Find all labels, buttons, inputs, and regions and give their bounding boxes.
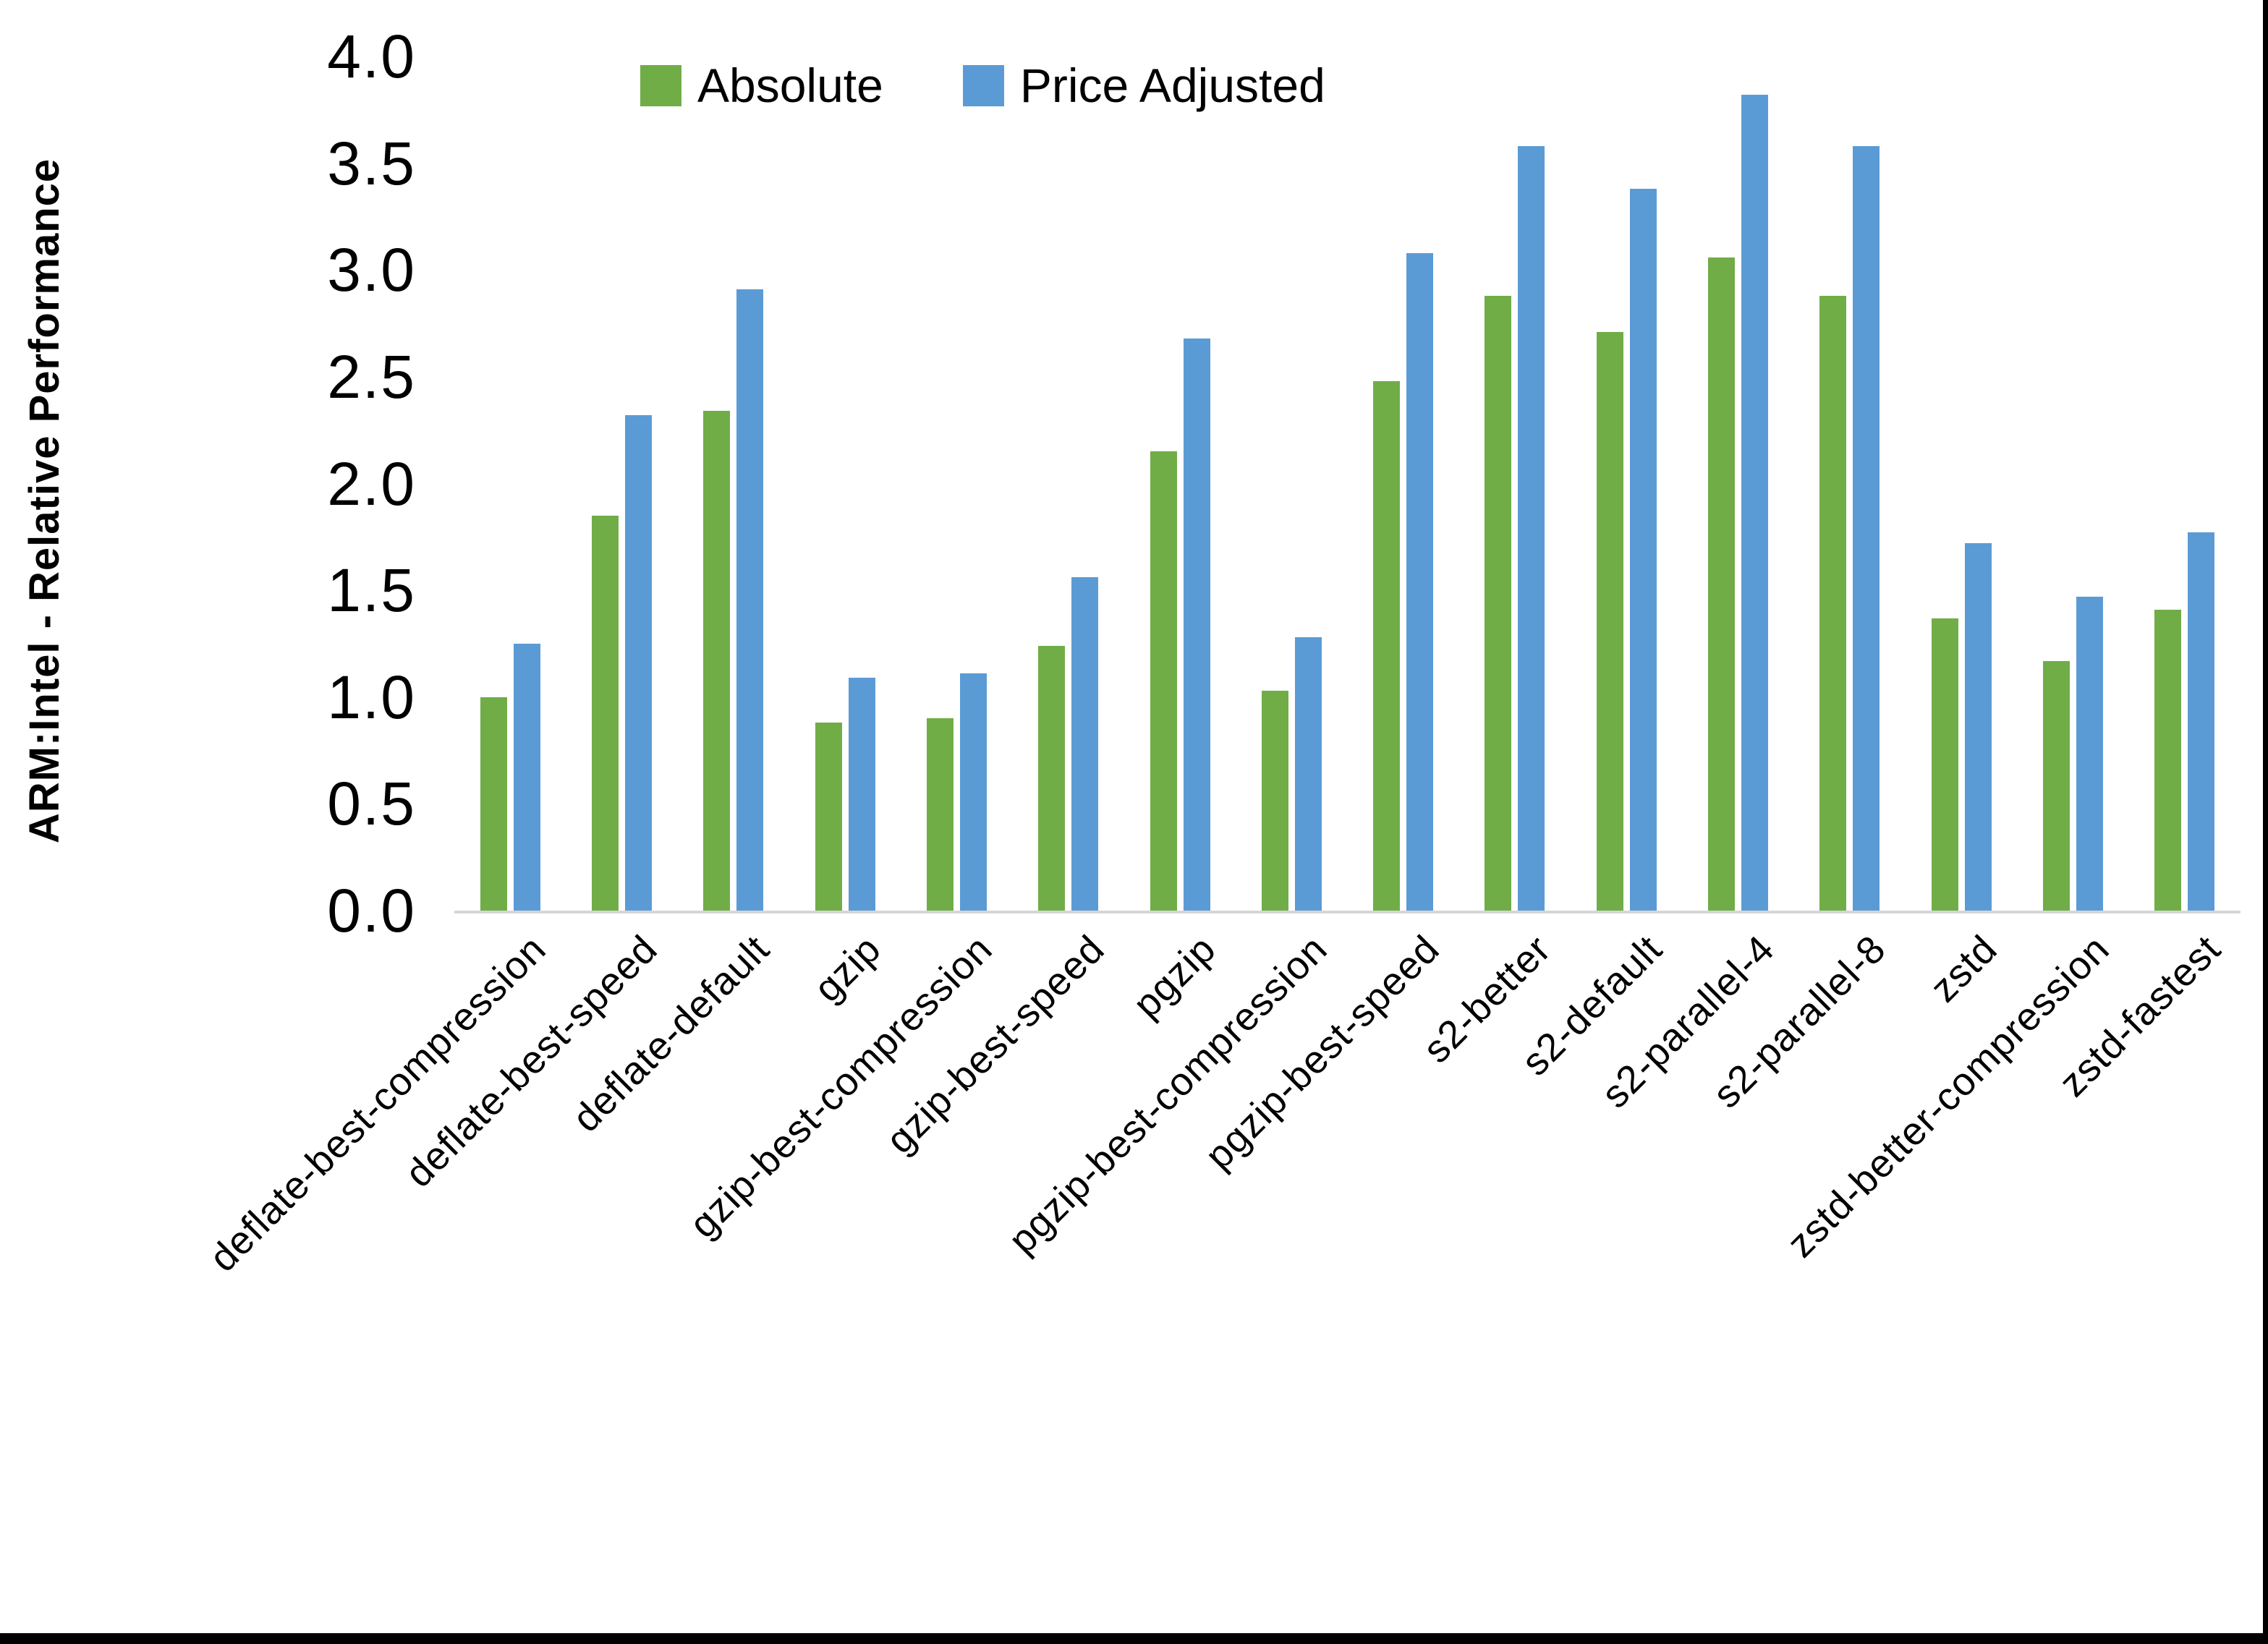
bar-price-adjusted-gzip-best-speed	[1071, 577, 1099, 911]
bar-absolute-gzip	[815, 723, 842, 911]
bar-price-adjusted-deflate-best-speed	[624, 415, 652, 911]
bar-absolute-s2-parallel-4	[1708, 257, 1736, 911]
bar-group-gzip-best-speed	[1013, 56, 1124, 911]
bar-price-adjusted-pgzip-best-speed	[1406, 252, 1434, 911]
bar-absolute-pgzip-best-compression	[1261, 690, 1288, 911]
legend: Absolute Price Adjusted	[640, 58, 1325, 113]
window-border-right	[2263, 0, 2268, 1644]
y-axis-tick-label: 2.0	[327, 449, 416, 518]
bar-price-adjusted-gzip-best-compression	[959, 673, 987, 911]
bar-absolute-pgzip-best-speed	[1373, 380, 1401, 911]
y-axis-tick-label: 0.0	[327, 877, 416, 945]
bar-group-deflate-best-speed	[566, 56, 677, 911]
bar-group-s2-parallel-4	[1682, 56, 1793, 911]
bar-group-pgzip-best-compression	[1236, 56, 1347, 911]
bar-absolute-pgzip	[1150, 451, 1177, 911]
bar-group-zstd-fastest	[2129, 56, 2241, 911]
x-axis-label-deflate-default: deflate-default	[564, 927, 778, 1141]
bar-absolute-gzip-best-speed	[1038, 645, 1066, 911]
legend-entry-price-adjusted: Price Adjusted	[962, 58, 1325, 113]
legend-entry-absolute: Absolute	[640, 58, 883, 113]
bar-group-zstd	[1906, 56, 2017, 911]
plot-area	[454, 56, 2241, 913]
bar-price-adjusted-deflate-best-compression	[513, 643, 540, 911]
legend-label: Absolute	[697, 59, 883, 112]
y-axis-tick-label: 1.5	[327, 556, 416, 625]
legend-label: Price Adjusted	[1019, 59, 1325, 112]
y-axis-tick-label: 0.5	[327, 770, 416, 838]
y-axis-tick-label: 4.0	[327, 22, 416, 90]
bar-price-adjusted-zstd	[1964, 543, 1992, 911]
bar-price-adjusted-zstd-better-compression	[2076, 596, 2104, 911]
bar-group-s2-better	[1459, 56, 1571, 911]
bar-absolute-zstd	[1931, 618, 1958, 911]
bar-absolute-deflate-default	[703, 411, 731, 911]
y-axis-tick-label: 2.5	[327, 342, 416, 411]
x-axis-label-zstd: zstd	[1922, 927, 2006, 1010]
bar-group-gzip	[789, 56, 901, 911]
bar-price-adjusted-s2-better	[1518, 146, 1545, 911]
bar-group-pgzip	[1124, 56, 1236, 911]
bar-price-adjusted-s2-parallel-8	[1853, 146, 1880, 911]
bar-price-adjusted-zstd-fastest	[2188, 532, 2215, 911]
bar-price-adjusted-gzip	[848, 678, 875, 911]
bar-group-deflate-default	[678, 56, 789, 911]
bar-absolute-deflate-best-speed	[591, 515, 619, 911]
bar-absolute-gzip-best-compression	[926, 718, 954, 911]
bar-price-adjusted-pgzip	[1183, 338, 1210, 911]
y-axis-tick-label: 3.5	[327, 129, 416, 197]
y-axis-title: ARM:Intel - Relative Performance	[21, 158, 68, 844]
legend-swatch-icon	[962, 64, 1004, 106]
bar-absolute-zstd-better-compression	[2043, 660, 2070, 911]
bar-absolute-s2-better	[1485, 295, 1512, 911]
bar-group-gzip-best-compression	[901, 56, 1012, 911]
bar-absolute-deflate-best-compression	[480, 697, 507, 911]
x-axis-label-gzip: gzip	[805, 927, 890, 1011]
x-axis-label-pgzip: pgzip	[1124, 927, 1225, 1026]
window-border-bottom	[0, 1633, 2268, 1644]
bar-group-zstd-better-compression	[2017, 56, 2128, 911]
bar-absolute-s2-parallel-8	[1819, 295, 1847, 911]
bar-price-adjusted-s2-parallel-4	[1741, 95, 1769, 911]
bar-price-adjusted-deflate-default	[736, 289, 764, 911]
bar-price-adjusted-pgzip-best-compression	[1294, 637, 1322, 911]
bar-absolute-zstd-fastest	[2154, 609, 2182, 911]
bar-group-deflate-best-compression	[454, 56, 566, 911]
bar-group-s2-parallel-8	[1794, 56, 1906, 911]
legend-swatch-icon	[640, 64, 681, 106]
bar-price-adjusted-s2-default	[1629, 189, 1657, 911]
y-axis-tick-label: 3.0	[327, 236, 416, 304]
bar-group-pgzip-best-speed	[1348, 56, 1459, 911]
bar-group-s2-default	[1571, 56, 1682, 911]
y-axis-tick-label: 1.0	[327, 663, 416, 731]
bar-absolute-s2-default	[1596, 331, 1623, 911]
